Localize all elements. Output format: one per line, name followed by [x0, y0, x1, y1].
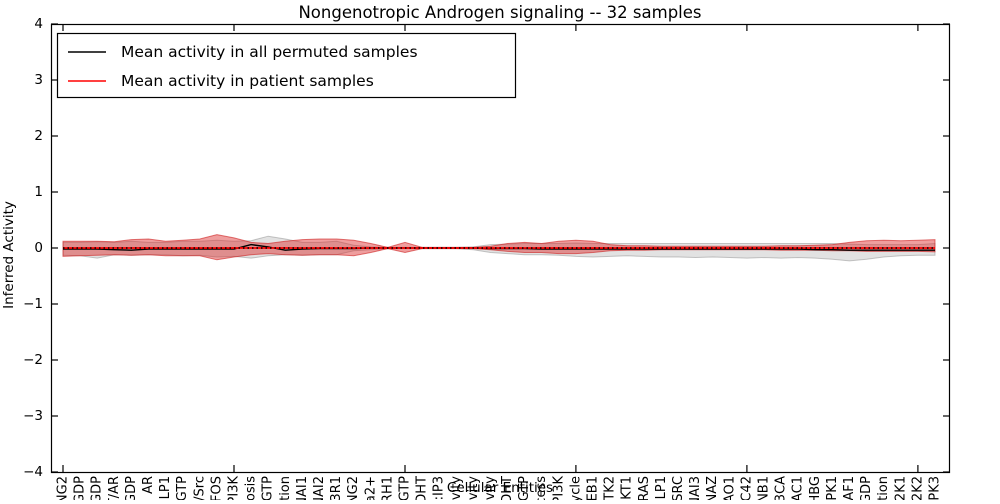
y-tick-label: 2	[34, 128, 43, 144]
x-category-label: RAC1-CDC42/GDP	[124, 476, 139, 500]
x-category-label: FOS	[209, 476, 224, 500]
x-category-label: PIK3CA	[774, 476, 789, 500]
x-category-label: mol:GDP	[73, 476, 88, 500]
y-tick-label: 0	[34, 240, 43, 256]
x-category-label: PIK3R1	[329, 476, 344, 500]
x-category-label: MAP2K2	[910, 476, 925, 500]
x-category-label: mol:GTP	[398, 476, 413, 500]
x-category-label: PI3K	[227, 476, 242, 500]
x-category-label: potassium channel inhibitor activity	[449, 476, 464, 500]
y-tick-label: −1	[23, 296, 43, 312]
x-category-label: mol:Ca2+	[363, 476, 378, 500]
x-category-label: GNAO1	[722, 476, 737, 500]
x-category-label: Gi family/GTP	[517, 476, 532, 500]
x-axis-label: Cellular Entities	[447, 480, 553, 496]
legend-box	[56, 32, 517, 99]
x-category-label: GNB1	[757, 476, 772, 500]
x-category-label: CREB1	[586, 476, 601, 500]
x-category-label: T-DHT/AR/PELP1	[158, 476, 173, 500]
x-category-label: SHBG/T-DHT	[500, 476, 515, 500]
x-category-label: AR	[141, 476, 156, 494]
x-category-label: mol:T-DHT	[415, 476, 430, 500]
x-category-label: GNAI1	[295, 476, 310, 500]
x-category-label: actin cytoskeleton reorganization	[278, 476, 293, 500]
x-category-label: RAC1-CDC42/GTP	[261, 476, 276, 500]
x-category-label: T-DHT/AR/PELP1/Src	[192, 476, 207, 500]
x-category-label: RAF1	[842, 476, 857, 500]
legend-label-permuted: Mean activity in all permuted samples	[121, 43, 418, 61]
x-category-label: GNRH1	[380, 476, 395, 500]
y-tick-label: −4	[23, 464, 43, 480]
x-category-label: GNG2	[346, 476, 361, 500]
y-axis-label: Inferred Activity	[1, 201, 17, 309]
y-tick-label: −2	[23, 352, 43, 368]
x-category-label: T-DHT/AR/PELP1/Src/PI3K	[551, 476, 566, 500]
x-category-label: voltage-gated calcium channel activity	[466, 476, 481, 500]
x-category-label: T-DHT/AR	[107, 476, 122, 500]
x-category-label: PTK2	[603, 476, 618, 500]
x-category-label: SHBG	[808, 476, 823, 500]
x-category-label: PELP1	[654, 476, 669, 500]
x-category-label: MAP2K1	[893, 476, 908, 500]
legend-label-patient: Mean activity in patient samples	[121, 72, 374, 90]
x-category-label: GNAI3	[688, 476, 703, 500]
x-category-label: apoptosis	[244, 476, 259, 500]
y-tick-label: 3	[34, 72, 43, 88]
y-tick-label: −3	[23, 408, 43, 424]
x-category-label: GNB1/GNG2	[56, 476, 71, 500]
x-category-label: HRAS/GDP	[90, 476, 105, 500]
x-category-label: regulation of S phase of mitotic cell cy…	[568, 476, 583, 500]
x-category-label: cAMP biosynthetic process	[534, 476, 549, 500]
x-category-label: SRC	[671, 476, 686, 500]
x-category-label: MAPK3	[928, 476, 943, 500]
x-category-label: CDC42	[739, 476, 754, 500]
x-category-label: Gi family/GNB1/GNG2/GDP	[859, 476, 874, 500]
x-category-label: mol:IP3	[432, 476, 447, 500]
chart-title: Nongenotropic Androgen signaling -- 32 s…	[298, 3, 701, 22]
y-tick-label: 1	[34, 184, 43, 200]
x-category-label: HRAS	[637, 476, 652, 500]
plot-area: −4−3−2−101234GNB1/GNG2mol:GDPHRAS/GDPT-D…	[23, 16, 951, 504]
x-category-label: GNAZ	[705, 476, 720, 500]
legend: Mean activity in all permuted samples Me…	[56, 32, 517, 99]
x-category-label: GNAI2	[312, 476, 327, 500]
x-category-label: G-protein coupled receptor activity	[483, 476, 498, 500]
x-category-label: MAPK1	[825, 476, 840, 500]
x-category-label: cell proliferation	[876, 476, 891, 500]
x-category-label: HRAS/GTP	[175, 476, 190, 500]
x-category-label: AKT1	[620, 476, 635, 500]
x-category-label: RAC1	[791, 476, 806, 500]
y-tick-label: 4	[34, 16, 43, 32]
